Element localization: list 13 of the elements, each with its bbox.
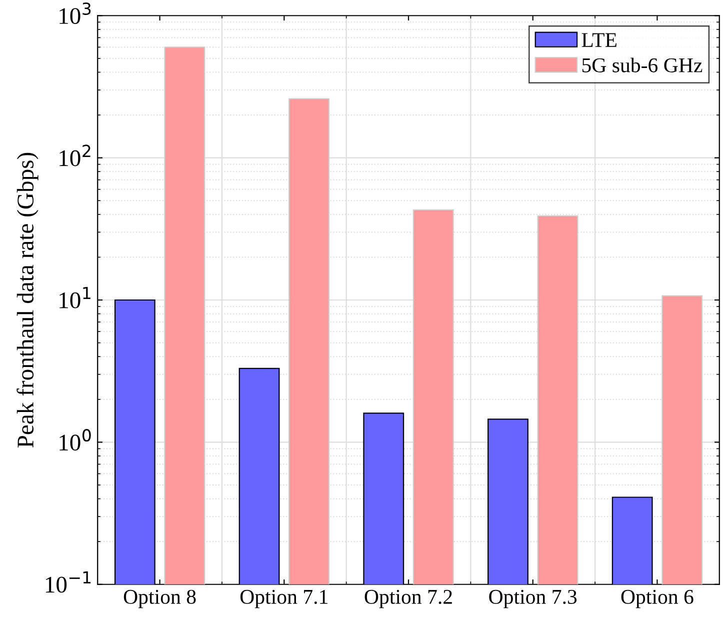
y-tick-label: 10$^{−1}$: [46, 571, 91, 593]
legend-label: LTE: [582, 33, 616, 47]
x-tick-label: Option 8: [124, 590, 196, 608]
y-tick-label: 10$^{1}$: [60, 286, 90, 308]
x-tick-label: Option 7.1: [240, 590, 328, 608]
y-tick-label: 10$^{0}$: [60, 429, 91, 451]
x-tick-label: Option 7.2: [364, 590, 452, 608]
y-tick-label: 10$^{3}$: [60, 2, 91, 24]
y-tick-label: 10$^{2}$: [60, 144, 90, 166]
x-tick-label: Option 6: [621, 590, 694, 608]
legend-label: 5G sub-6 GHz: [582, 58, 702, 72]
y-axis-title: Peak fronthaul data rate (Gbps): [16, 152, 38, 448]
x-tick-label: Option 7.3: [489, 590, 577, 608]
